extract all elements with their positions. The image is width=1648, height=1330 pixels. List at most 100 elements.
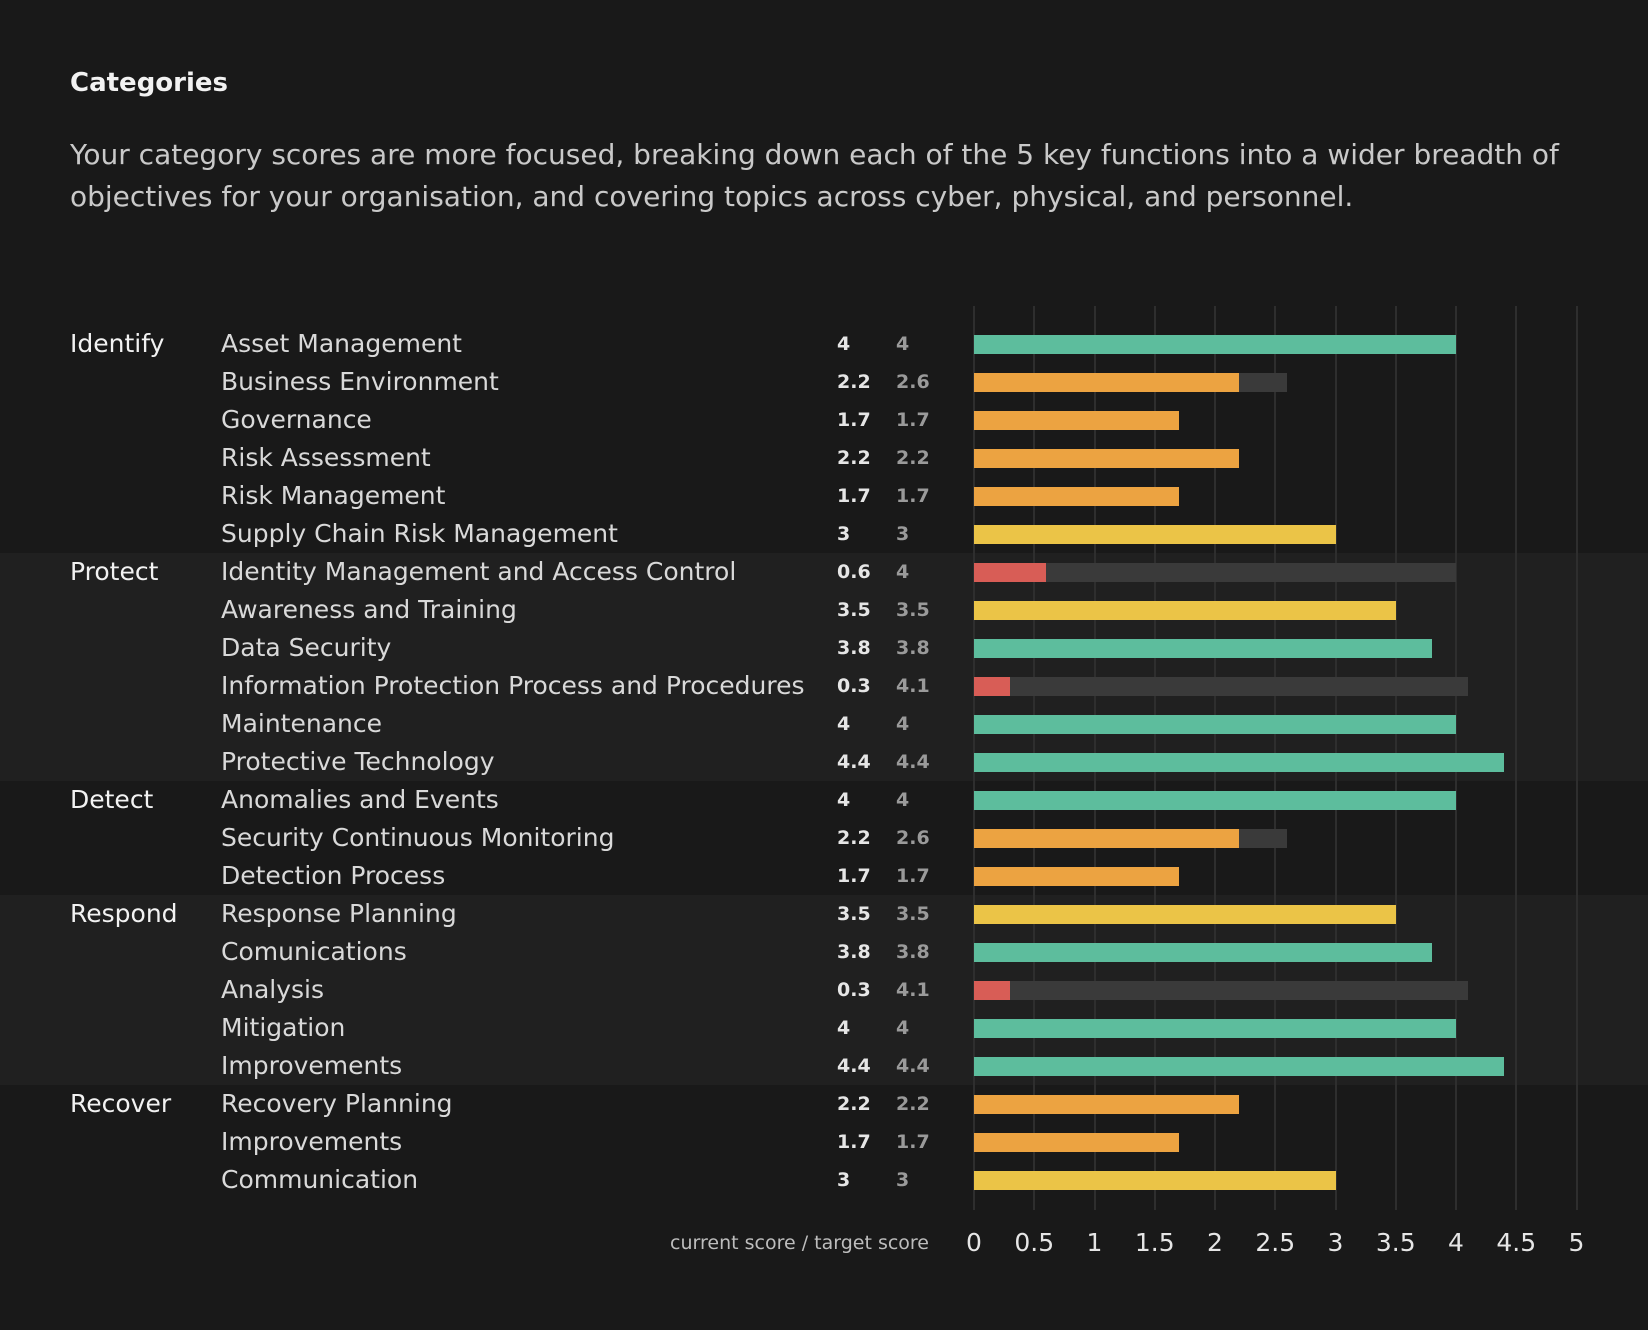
current-score: 0.6: [837, 561, 871, 583]
category-row: Analysis 0.3 4.1: [0, 971, 1648, 1009]
target-score: 4: [896, 789, 910, 811]
current-bar: [974, 335, 1456, 354]
target-score: 3: [896, 523, 910, 545]
target-score: 4: [896, 713, 910, 735]
current-score: 2.2: [837, 827, 871, 849]
category-label: Maintenance: [221, 709, 382, 738]
x-tick-label: 2.5: [1255, 1228, 1296, 1257]
category-row: Identify Asset Management 4 4: [0, 325, 1648, 363]
target-score: 4: [896, 1017, 910, 1039]
category-row: Risk Assessment 2.2 2.2: [0, 439, 1648, 477]
current-score: 3: [837, 1169, 851, 1191]
current-bar: [974, 1057, 1505, 1076]
current-bar: [974, 943, 1432, 962]
category-row: Information Protection Process and Proce…: [0, 667, 1648, 705]
current-bar: [974, 981, 1011, 1000]
target-score: 4.4: [896, 1055, 930, 1077]
function-label: Respond: [70, 899, 178, 928]
category-row: Detection Process 1.7 1.7: [0, 857, 1648, 895]
current-bar: [974, 639, 1432, 658]
current-score: 2.2: [837, 371, 871, 393]
category-label: Awareness and Training: [221, 595, 517, 624]
current-bar: [974, 563, 1047, 582]
target-score: 2.2: [896, 1093, 930, 1115]
target-score: 3: [896, 1169, 910, 1191]
target-bar: [974, 677, 1469, 696]
category-label: Improvements: [221, 1051, 403, 1080]
category-label: Security Continuous Monitoring: [221, 823, 615, 852]
current-score: 4.4: [837, 1055, 871, 1077]
category-label: Information Protection Process and Proce…: [221, 671, 805, 700]
current-score: 3.8: [837, 941, 871, 963]
function-label: Protect: [70, 557, 159, 586]
axis-caption: current score / target score: [670, 1232, 929, 1254]
category-label: Risk Management: [221, 481, 446, 510]
category-label: Response Planning: [221, 899, 457, 928]
current-bar: [974, 373, 1240, 392]
category-row: Improvements 1.7 1.7: [0, 1123, 1648, 1161]
current-bar: [974, 449, 1240, 468]
category-label: Identity Management and Access Control: [221, 557, 737, 586]
target-score: 3.8: [896, 637, 930, 659]
current-score: 4: [837, 333, 851, 355]
category-row: Respond Response Planning 3.5 3.5: [0, 895, 1648, 933]
current-score: 0.3: [837, 979, 871, 1001]
target-score: 1.7: [896, 1131, 930, 1153]
category-row: Business Environment 2.2 2.6: [0, 363, 1648, 401]
target-score: 3.8: [896, 941, 930, 963]
target-score: 4.1: [896, 979, 930, 1001]
current-bar: [974, 601, 1396, 620]
category-row: Detect Anomalies and Events 4 4: [0, 781, 1648, 819]
current-bar: [974, 715, 1456, 734]
current-bar: [974, 1171, 1336, 1190]
category-label: Supply Chain Risk Management: [221, 519, 618, 548]
current-score: 3: [837, 523, 851, 545]
current-bar: [974, 1095, 1240, 1114]
current-score: 2.2: [837, 447, 871, 469]
x-tick-label: 4: [1448, 1228, 1464, 1257]
target-score: 4.1: [896, 675, 930, 697]
current-score: 1.7: [837, 409, 871, 431]
current-bar: [974, 487, 1179, 506]
x-tick-label: 2: [1207, 1228, 1223, 1257]
category-label: Risk Assessment: [221, 443, 431, 472]
category-row: Improvements 4.4 4.4: [0, 1047, 1648, 1085]
current-score: 3.5: [837, 599, 871, 621]
target-score: 4.4: [896, 751, 930, 773]
target-score: 4: [896, 333, 910, 355]
category-label: Data Security: [221, 633, 392, 662]
target-bar: [974, 981, 1469, 1000]
category-row: Mitigation 4 4: [0, 1009, 1648, 1047]
target-bar: [974, 563, 1456, 582]
category-label: Comunications: [221, 937, 407, 966]
target-score: 1.7: [896, 409, 930, 431]
x-tick-label: 3.5: [1375, 1228, 1416, 1257]
category-row: Communication 3 3: [0, 1161, 1648, 1199]
function-label: Recover: [70, 1089, 172, 1118]
category-label: Governance: [221, 405, 372, 434]
current-score: 4: [837, 1017, 851, 1039]
category-row: Comunications 3.8 3.8: [0, 933, 1648, 971]
target-score: 1.7: [896, 865, 930, 887]
target-score: 3.5: [896, 903, 930, 925]
current-bar: [974, 753, 1505, 772]
current-score: 4: [837, 789, 851, 811]
category-label: Communication: [221, 1165, 419, 1194]
current-score: 1.7: [837, 1131, 871, 1153]
x-tick-label: 1.5: [1134, 1228, 1175, 1257]
category-row: Maintenance 4 4: [0, 705, 1648, 743]
category-row: Governance 1.7 1.7: [0, 401, 1648, 439]
current-score: 1.7: [837, 865, 871, 887]
current-score: 3.5: [837, 903, 871, 925]
function-label: Detect: [70, 785, 154, 814]
current-bar: [974, 1133, 1179, 1152]
target-score: 2.6: [896, 371, 930, 393]
category-row: Data Security 3.8 3.8: [0, 629, 1648, 667]
current-bar: [974, 411, 1179, 430]
category-label: Analysis: [221, 975, 325, 1004]
category-label: Detection Process: [221, 861, 446, 890]
current-bar: [974, 791, 1456, 810]
target-score: 2.6: [896, 827, 930, 849]
x-tick-label: 0.5: [1014, 1228, 1055, 1257]
category-row: Recover Recovery Planning 2.2 2.2: [0, 1085, 1648, 1123]
